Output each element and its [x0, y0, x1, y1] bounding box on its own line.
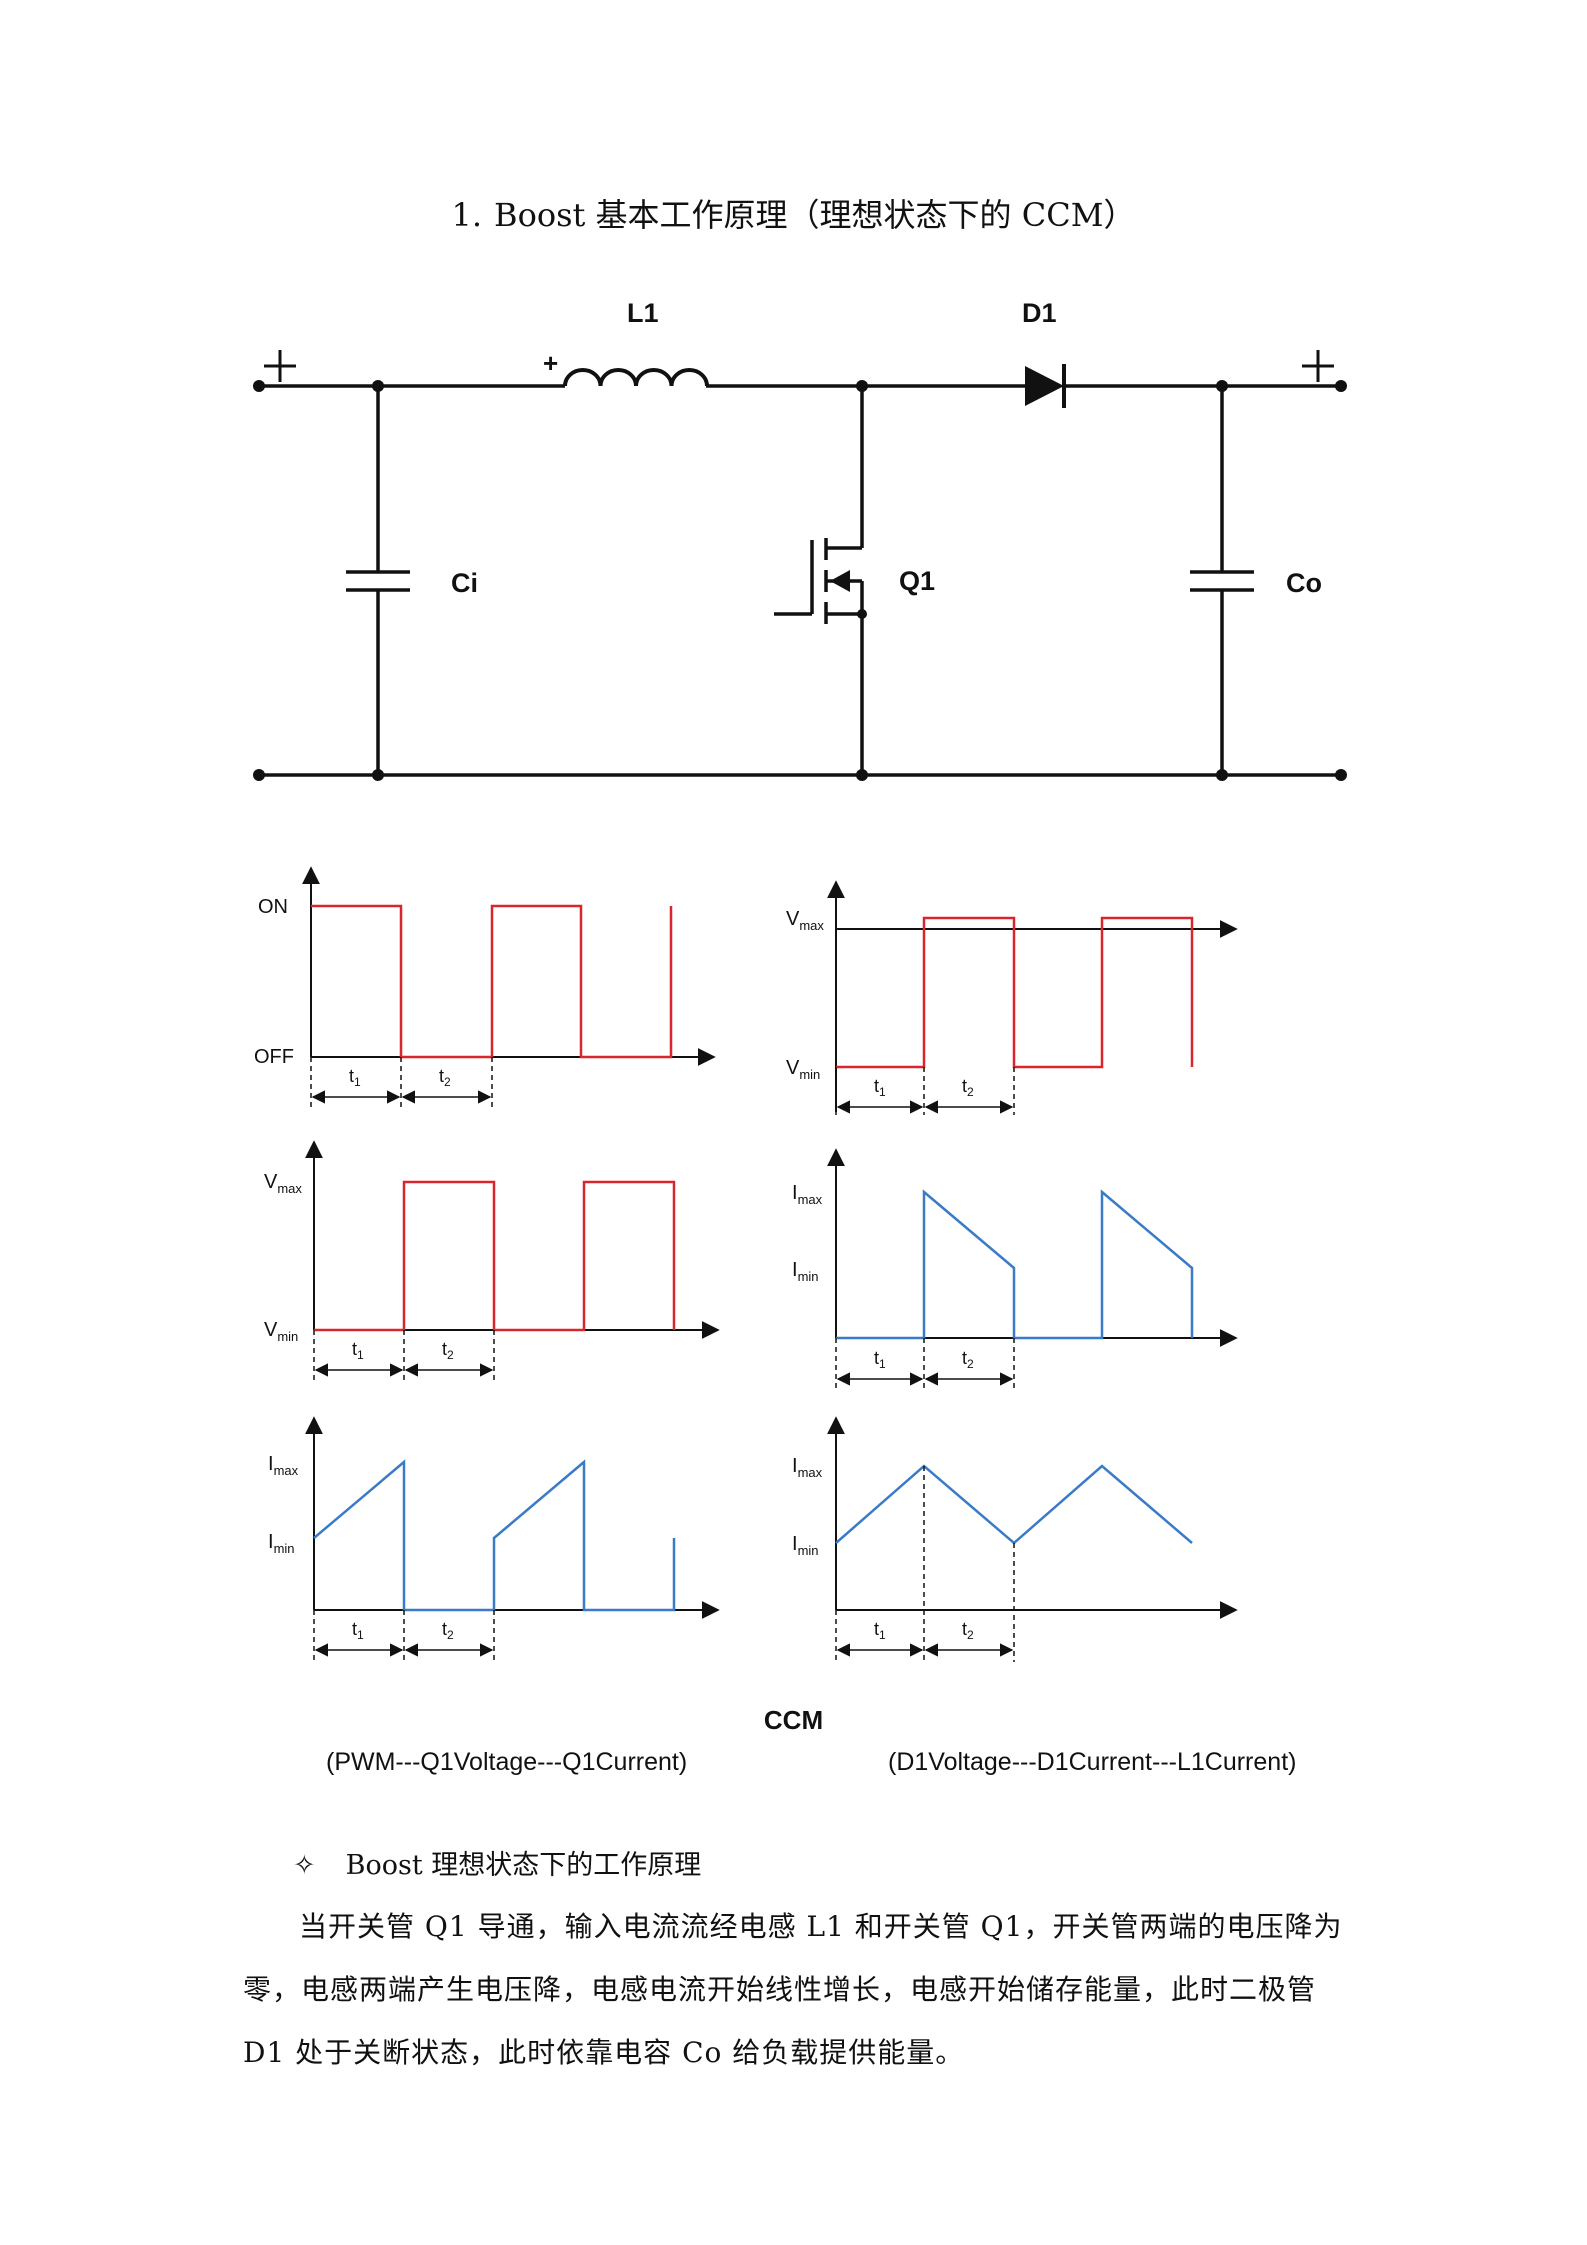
- diode-symbol-icon: [1025, 366, 1064, 406]
- svg-text:t2: t2: [962, 1076, 974, 1099]
- diamond-bullet-icon: ✧: [293, 1850, 316, 1881]
- imax-label: I: [792, 1182, 798, 1204]
- q1-voltage-panel: Vmax Vmin t1 t2: [264, 1140, 720, 1384]
- ccm-waveforms: ON OFF t1 t2 Vmax Vmin t1 t2 Imax Imin: [254, 866, 1238, 1664]
- svg-text:Imax: Imax: [792, 1455, 823, 1480]
- svg-text:t2: t2: [442, 1339, 454, 1362]
- svg-text:t1: t1: [352, 1339, 364, 1362]
- t2-subscript: 2: [967, 1357, 974, 1371]
- t1-label: t: [349, 1066, 354, 1086]
- q1-current-panel: Imax Imin t1 t2: [268, 1416, 720, 1664]
- vmax-label: V: [264, 1171, 278, 1193]
- label-d1: D1: [1022, 298, 1057, 328]
- svg-text:t2: t2: [962, 1348, 974, 1371]
- svg-text:Imin: Imin: [268, 1531, 295, 1556]
- right-column-caption: (D1Voltage---D1Current---L1Current): [888, 1748, 1297, 1776]
- svg-text:t2: t2: [442, 1619, 454, 1642]
- t2-label: t: [442, 1339, 447, 1359]
- t1-subscript: 1: [879, 1085, 886, 1099]
- label-q1: Q1: [899, 566, 935, 596]
- t2-subscript: 2: [447, 1348, 454, 1362]
- vmax-label: V: [786, 908, 800, 930]
- l1-current-panel: Imax Imin t1 t2: [792, 1416, 1238, 1662]
- t1-subscript: 1: [357, 1628, 364, 1642]
- paragraph-text: 当开关管 Q1 导通，输入电流流经电感 L1 和开关管 Q1，开关管两端的电压降…: [243, 1910, 1343, 2069]
- heading-number: 1.: [451, 196, 483, 234]
- t2-subscript: 2: [967, 1085, 974, 1099]
- svg-text:Vmin: Vmin: [264, 1319, 298, 1344]
- d1-current-panel: Imax Imin t1 t2: [792, 1148, 1238, 1388]
- label-ci: Ci: [451, 568, 478, 598]
- vmin-subscript: min: [277, 1329, 298, 1344]
- svg-text:Vmax: Vmax: [786, 908, 824, 933]
- vmin-label: V: [264, 1319, 278, 1341]
- subsection-bullet: ✧ Boost 理想状态下的工作原理: [293, 1843, 701, 1882]
- svg-text:t2: t2: [439, 1066, 451, 1089]
- svg-text:Imax: Imax: [792, 1182, 823, 1207]
- vmin-label: V: [786, 1057, 800, 1079]
- pwm-waveform-panel: ON OFF t1 t2: [254, 866, 716, 1110]
- imin-label: I: [792, 1533, 798, 1555]
- svg-text:t1: t1: [874, 1619, 886, 1642]
- t2-subscript: 2: [967, 1628, 974, 1642]
- svg-text:Vmin: Vmin: [786, 1057, 820, 1082]
- imin-label: I: [268, 1531, 274, 1553]
- label-l1: L1: [627, 298, 659, 328]
- t1-label: t: [874, 1619, 879, 1639]
- label-co: Co: [1286, 568, 1322, 598]
- svg-text:Imin: Imin: [792, 1533, 819, 1558]
- vmax-subscript: max: [799, 918, 824, 933]
- svg-text:Imax: Imax: [268, 1453, 299, 1478]
- inductor-polarity-plus: +: [543, 348, 558, 378]
- subsection-title: Boost 理想状态下的工作原理: [345, 1850, 702, 1881]
- imin-subscript: min: [798, 1269, 819, 1284]
- body-paragraph: 当开关管 Q1 导通，输入电流流经电感 L1 和开关管 Q1，开关管两端的电压降…: [243, 1895, 1359, 2084]
- t2-label: t: [442, 1619, 447, 1639]
- t1-label: t: [874, 1076, 879, 1096]
- svg-text:t1: t1: [349, 1066, 361, 1089]
- svg-text:Vmax: Vmax: [264, 1171, 302, 1196]
- mosfet-arrow-icon: [830, 570, 850, 592]
- imin-subscript: min: [274, 1541, 295, 1556]
- svg-text:t1: t1: [874, 1348, 886, 1371]
- imin-label: I: [792, 1259, 798, 1281]
- ccm-caption: CCM: [763, 1705, 824, 1735]
- vmax-subscript: max: [277, 1181, 302, 1196]
- t1-subscript: 1: [354, 1075, 361, 1089]
- t1-label: t: [352, 1619, 357, 1639]
- svg-text:t1: t1: [874, 1076, 886, 1099]
- left-column-caption: (PWM---Q1Voltage---Q1Current): [326, 1748, 688, 1776]
- d1-voltage-panel: Vmax Vmin t1 t2: [786, 880, 1238, 1115]
- imax-label: I: [792, 1455, 798, 1477]
- t2-label: t: [962, 1348, 967, 1368]
- t2-subscript: 2: [444, 1075, 451, 1089]
- svg-text:t2: t2: [962, 1619, 974, 1642]
- t2-subscript: 2: [447, 1628, 454, 1642]
- imax-subscript: max: [798, 1192, 823, 1207]
- boost-circuit-diagram: + L1 D1 Ci Q1 Co: [253, 298, 1347, 781]
- imin-subscript: min: [798, 1543, 819, 1558]
- pwm-off-label: OFF: [254, 1046, 294, 1068]
- svg-text:Imin: Imin: [792, 1259, 819, 1284]
- section-heading: 1. Boost 基本工作原理（理想状态下的 CCM）: [0, 190, 1587, 236]
- t2-label: t: [439, 1066, 444, 1086]
- imax-label: I: [268, 1453, 274, 1475]
- vmin-subscript: min: [799, 1067, 820, 1082]
- t1-label: t: [874, 1348, 879, 1368]
- t1-subscript: 1: [879, 1357, 886, 1371]
- t2-label: t: [962, 1076, 967, 1096]
- t2-label: t: [962, 1619, 967, 1639]
- t1-subscript: 1: [879, 1628, 886, 1642]
- pwm-on-label: ON: [258, 896, 288, 918]
- t1-label: t: [352, 1339, 357, 1359]
- heading-text: Boost 基本工作原理（理想状态下的 CCM）: [494, 196, 1136, 234]
- svg-text:t1: t1: [352, 1619, 364, 1642]
- imax-subscript: max: [798, 1465, 823, 1480]
- t1-subscript: 1: [357, 1348, 364, 1362]
- imax-subscript: max: [274, 1463, 299, 1478]
